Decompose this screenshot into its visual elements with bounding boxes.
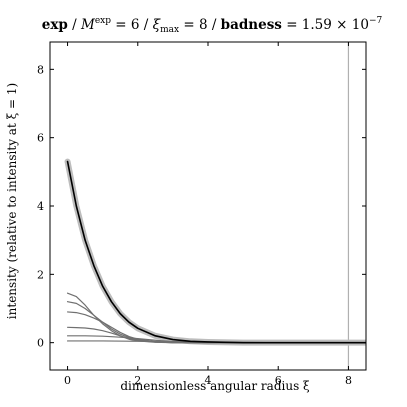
title-xi: ξ	[153, 17, 161, 33]
ticks: 0 2 4 6 8 0 2 4 6 8	[37, 42, 366, 387]
plot-area	[64, 42, 366, 370]
x-tick-label: 8	[345, 374, 352, 387]
series-group	[64, 42, 366, 370]
y-tick-label: 2	[37, 268, 44, 281]
model-profile-line	[66, 160, 366, 344]
title-eq3: = 1.59 × 10	[282, 17, 369, 33]
x-tick-label: 0	[64, 374, 71, 387]
target-profile-line	[64, 158, 366, 346]
y-tick-label: 6	[37, 132, 44, 145]
title-exp-sup: −7	[369, 16, 383, 26]
axes-frame	[49, 41, 367, 371]
y-tick-label: 0	[37, 337, 44, 350]
title-bold-exp: exp	[42, 17, 68, 33]
title-bold-badness: badness	[221, 17, 283, 33]
title-sep: /	[68, 17, 81, 33]
title-m: M	[80, 17, 96, 33]
y-tick-label: 4	[37, 200, 44, 213]
title-eq2: = 8 /	[179, 17, 221, 33]
title-m-sup: exp	[95, 16, 111, 26]
title-xi-sub: max	[160, 25, 179, 35]
x-tick-label: 4	[205, 374, 212, 387]
x-axis-label: dimensionless angular radius ξ	[120, 379, 310, 393]
y-axis-label: intensity (relative to intensity at ξ = …	[5, 83, 19, 319]
x-tick-label: 6	[275, 374, 282, 387]
title-eq1: = 6 /	[111, 17, 153, 33]
chart-title: exp / Mexp = 6 / ξmax = 8 / badness = 1.…	[42, 16, 383, 35]
component-line-3	[66, 311, 366, 344]
x-tick-label: 2	[134, 374, 141, 387]
y-tick-label: 8	[37, 63, 44, 76]
